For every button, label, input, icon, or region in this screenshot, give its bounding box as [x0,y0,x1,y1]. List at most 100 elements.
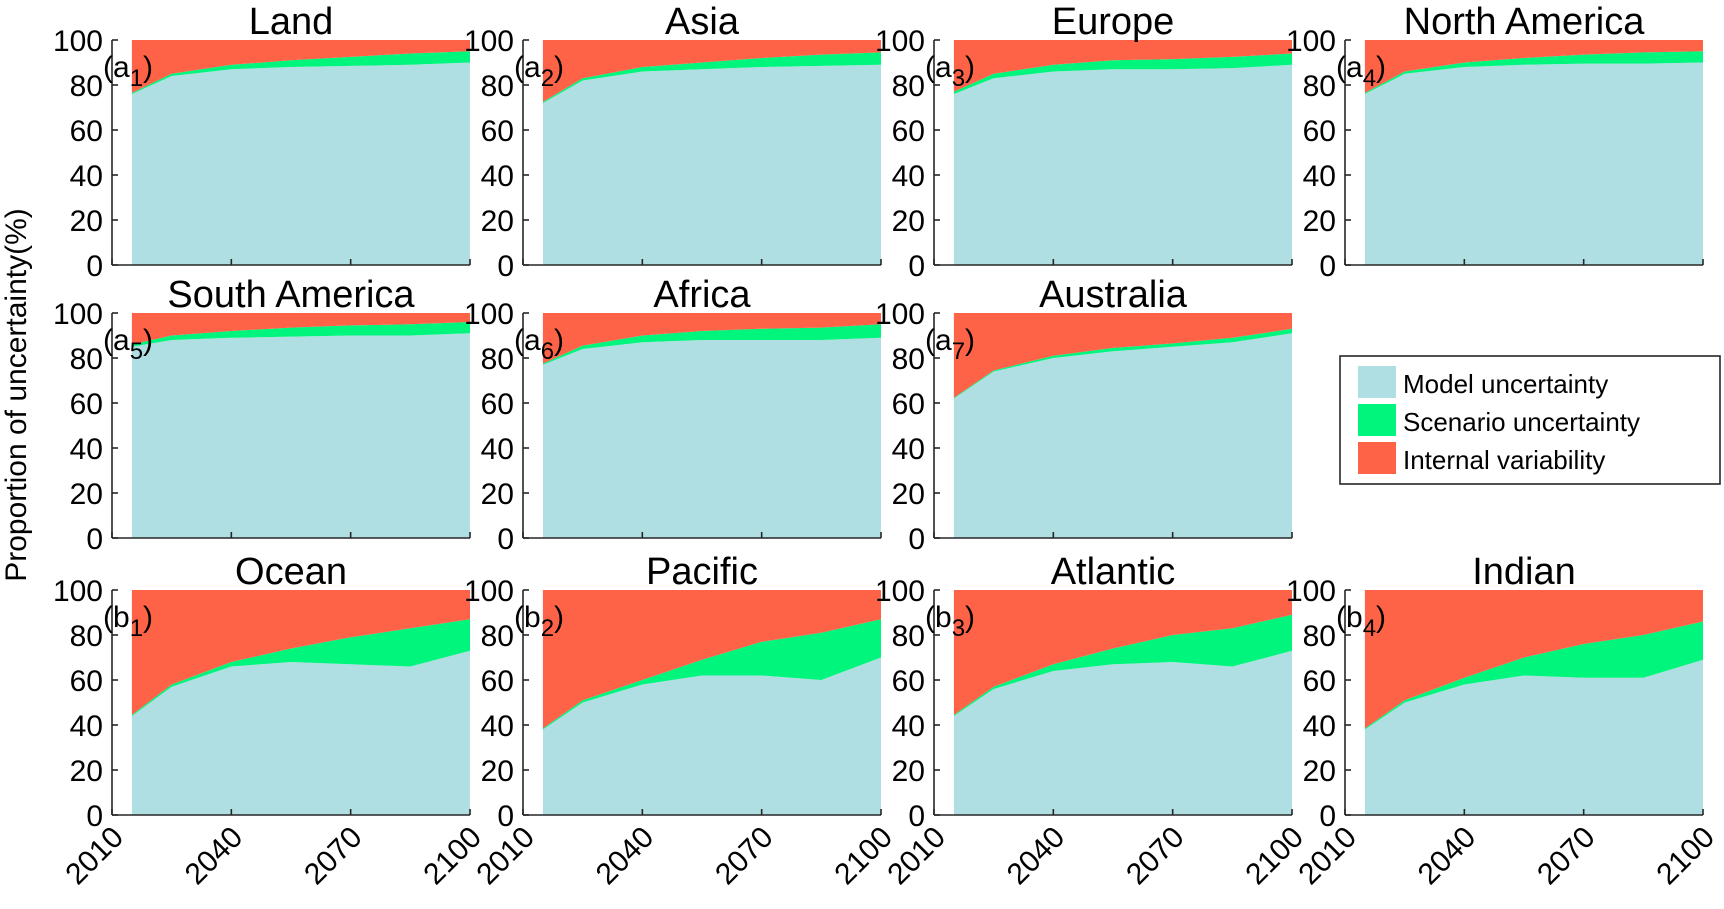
y-axis-label: Proportion of uncertainty(%) [0,208,33,582]
y-tick-label-north-america-60: 60 [1303,115,1336,148]
x-tick-label-pacific-2070: 2070 [709,821,780,892]
y-tick-label-ocean-0: 0 [86,800,103,833]
area-model-asia [542,64,881,265]
area-model-south-america [131,333,470,538]
y-tick-label-africa-100: 100 [464,298,514,331]
y-tick-label-ocean-40: 40 [70,710,103,743]
y-tick-label-atlantic-100: 100 [875,575,925,608]
x-tick-label-ocean-2010: 2010 [59,821,130,892]
panel-north-america: 0 20 40 60 80 100 North America (a4) [1286,1,1704,283]
area-model-europe [953,64,1292,265]
area-internal-land [131,40,470,93]
y-tick-label-africa-0: 0 [497,523,514,556]
y-tick-label-australia-40: 40 [892,433,925,466]
y-tick-label-asia-80: 80 [481,70,514,103]
legend-box [1339,355,1721,485]
area-internal-asia [542,40,881,102]
panel-label-australia: (a7) [925,324,975,365]
y-tick-label-asia-20: 20 [481,205,514,238]
y-tick-label-atlantic-40: 40 [892,710,925,743]
legend-label-internal: Internal variability [1403,445,1605,475]
y-tick-label-north-america-20: 20 [1303,205,1336,238]
y-tick-label-land-60: 60 [70,115,103,148]
y-tick-label-europe-40: 40 [892,160,925,193]
y-tick-label-australia-100: 100 [875,298,925,331]
y-tick-label-indian-40: 40 [1303,710,1336,743]
y-tick-label-indian-0: 0 [1319,800,1336,833]
area-model-north-america [1364,62,1703,265]
panel-label-south-america: (a5) [103,324,153,365]
y-tick-label-indian-100: 100 [1286,575,1336,608]
y-tick-label-africa-80: 80 [481,343,514,376]
panel-title-ocean: Ocean [235,551,347,593]
panel-label-indian: (b4) [1336,601,1386,642]
y-tick-label-australia-60: 60 [892,388,925,421]
y-tick-label-africa-20: 20 [481,478,514,511]
panel-title-land: Land [249,1,334,43]
legend-swatch-internal [1358,442,1396,474]
area-internal-indian [1364,590,1703,729]
y-tick-label-pacific-40: 40 [481,710,514,743]
y-tick-label-atlantic-20: 20 [892,755,925,788]
y-tick-label-ocean-60: 60 [70,665,103,698]
area-scenario-north-america [1364,51,1703,94]
y-tick-label-pacific-20: 20 [481,755,514,788]
y-tick-label-indian-80: 80 [1303,620,1336,653]
y-tick-label-europe-60: 60 [892,115,925,148]
area-scenario-indian [1364,621,1703,730]
area-scenario-asia [542,52,881,103]
y-tick-label-south-america-80: 80 [70,343,103,376]
y-tick-label-north-america-80: 80 [1303,70,1336,103]
area-model-indian [1364,659,1703,815]
y-tick-label-land-80: 80 [70,70,103,103]
panel-australia: 0 20 40 60 80 100 Australia (a7) [875,274,1293,556]
panel-title-asia: Asia [665,1,740,43]
x-tick-label-atlantic-2070: 2070 [1120,821,1191,892]
y-tick-label-indian-60: 60 [1303,665,1336,698]
y-tick-label-atlantic-80: 80 [892,620,925,653]
panel-europe: 0 20 40 60 80 100 Europe (a3) [875,1,1293,283]
panel-title-north-america: North America [1404,1,1646,43]
y-tick-label-asia-0: 0 [497,250,514,283]
area-internal-africa [542,313,881,364]
panel-asia: 0 20 40 60 80 100 Asia (a2) [464,1,882,283]
area-scenario-australia [953,328,1292,399]
area-internal-pacific [542,590,881,729]
y-tick-label-ocean-100: 100 [53,575,103,608]
x-tick-label-indian-2010: 2010 [1292,821,1363,892]
y-tick-label-pacific-80: 80 [481,620,514,653]
panel-title-africa: Africa [653,274,751,316]
x-tick-label-ocean-2040: 2040 [179,821,250,892]
area-scenario-ocean [131,619,470,716]
area-model-africa [542,337,881,538]
legend-label-scenario: Scenario uncertainty [1403,407,1640,437]
area-scenario-south-america [131,322,470,347]
panel-title-indian: Indian [1472,551,1576,593]
area-model-atlantic [953,650,1292,815]
legend: Model uncertainty Scenario uncertainty I… [1339,355,1721,485]
area-scenario-land [131,51,470,94]
y-tick-label-land-0: 0 [86,250,103,283]
panel-africa: 0 20 40 60 80 100 Africa (a6) [464,274,882,556]
y-tick-label-pacific-0: 0 [497,800,514,833]
area-scenario-africa [542,324,881,365]
x-tick-label-indian-2070: 2070 [1531,821,1602,892]
x-tick-label-indian-2040: 2040 [1412,821,1483,892]
y-tick-label-south-america-20: 20 [70,478,103,511]
y-tick-label-europe-80: 80 [892,70,925,103]
y-tick-label-africa-40: 40 [481,433,514,466]
y-tick-label-pacific-100: 100 [464,575,514,608]
y-tick-label-south-america-60: 60 [70,388,103,421]
area-scenario-pacific [542,619,881,730]
area-model-australia [953,333,1292,538]
y-tick-label-north-america-100: 100 [1286,25,1336,58]
y-tick-label-africa-60: 60 [481,388,514,421]
y-tick-label-atlantic-60: 60 [892,665,925,698]
y-tick-label-north-america-0: 0 [1319,250,1336,283]
panel-title-atlantic: Atlantic [1051,551,1176,593]
area-internal-north-america [1364,40,1703,93]
panel-title-europe: Europe [1052,1,1175,43]
x-tick-label-ocean-2100: 2100 [417,821,488,892]
